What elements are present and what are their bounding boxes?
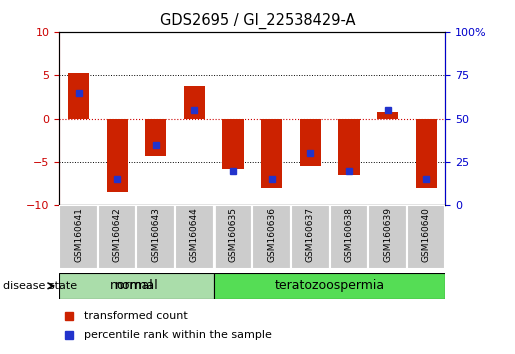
Text: GSM160640: GSM160640 (422, 207, 431, 262)
Bar (368, 205, 407, 269)
Bar (330, 205, 368, 269)
Text: GSM160637: GSM160637 (306, 207, 315, 262)
Text: GSM160635: GSM160635 (229, 207, 237, 262)
Bar (107, 119, 128, 192)
Text: percentile rank within the sample: percentile rank within the sample (84, 330, 272, 340)
Text: GSM160644: GSM160644 (190, 207, 199, 262)
Text: GSM160641: GSM160641 (74, 207, 83, 262)
Bar (416, 119, 437, 188)
Bar (98, 205, 136, 269)
Bar (175, 205, 214, 269)
Bar (291, 205, 330, 269)
Text: GSM160643: GSM160643 (151, 207, 160, 262)
Text: transformed count: transformed count (84, 311, 188, 321)
Bar (338, 119, 359, 175)
Bar (377, 112, 398, 119)
Bar (214, 205, 252, 269)
Text: GSM160639: GSM160639 (383, 207, 392, 262)
Bar (222, 119, 244, 169)
Text: normal: normal (110, 279, 153, 292)
Text: GSM160636: GSM160636 (267, 207, 276, 262)
Bar (261, 119, 282, 188)
Bar (136, 205, 175, 269)
Text: GSM160638: GSM160638 (345, 207, 353, 262)
Text: normal: normal (115, 279, 158, 292)
Text: disease state: disease state (3, 281, 77, 291)
Bar (59, 205, 98, 269)
Text: GDS2695 / GI_22538429-A: GDS2695 / GI_22538429-A (160, 12, 355, 29)
Bar (214, 273, 445, 299)
Bar (407, 205, 445, 269)
Bar (252, 205, 291, 269)
Bar (184, 86, 205, 119)
Bar (145, 119, 166, 156)
Text: GSM160642: GSM160642 (113, 207, 122, 262)
Bar (68, 73, 89, 119)
Bar (300, 119, 321, 166)
Text: teratozoospermia: teratozoospermia (274, 279, 385, 292)
Bar (59, 273, 214, 299)
